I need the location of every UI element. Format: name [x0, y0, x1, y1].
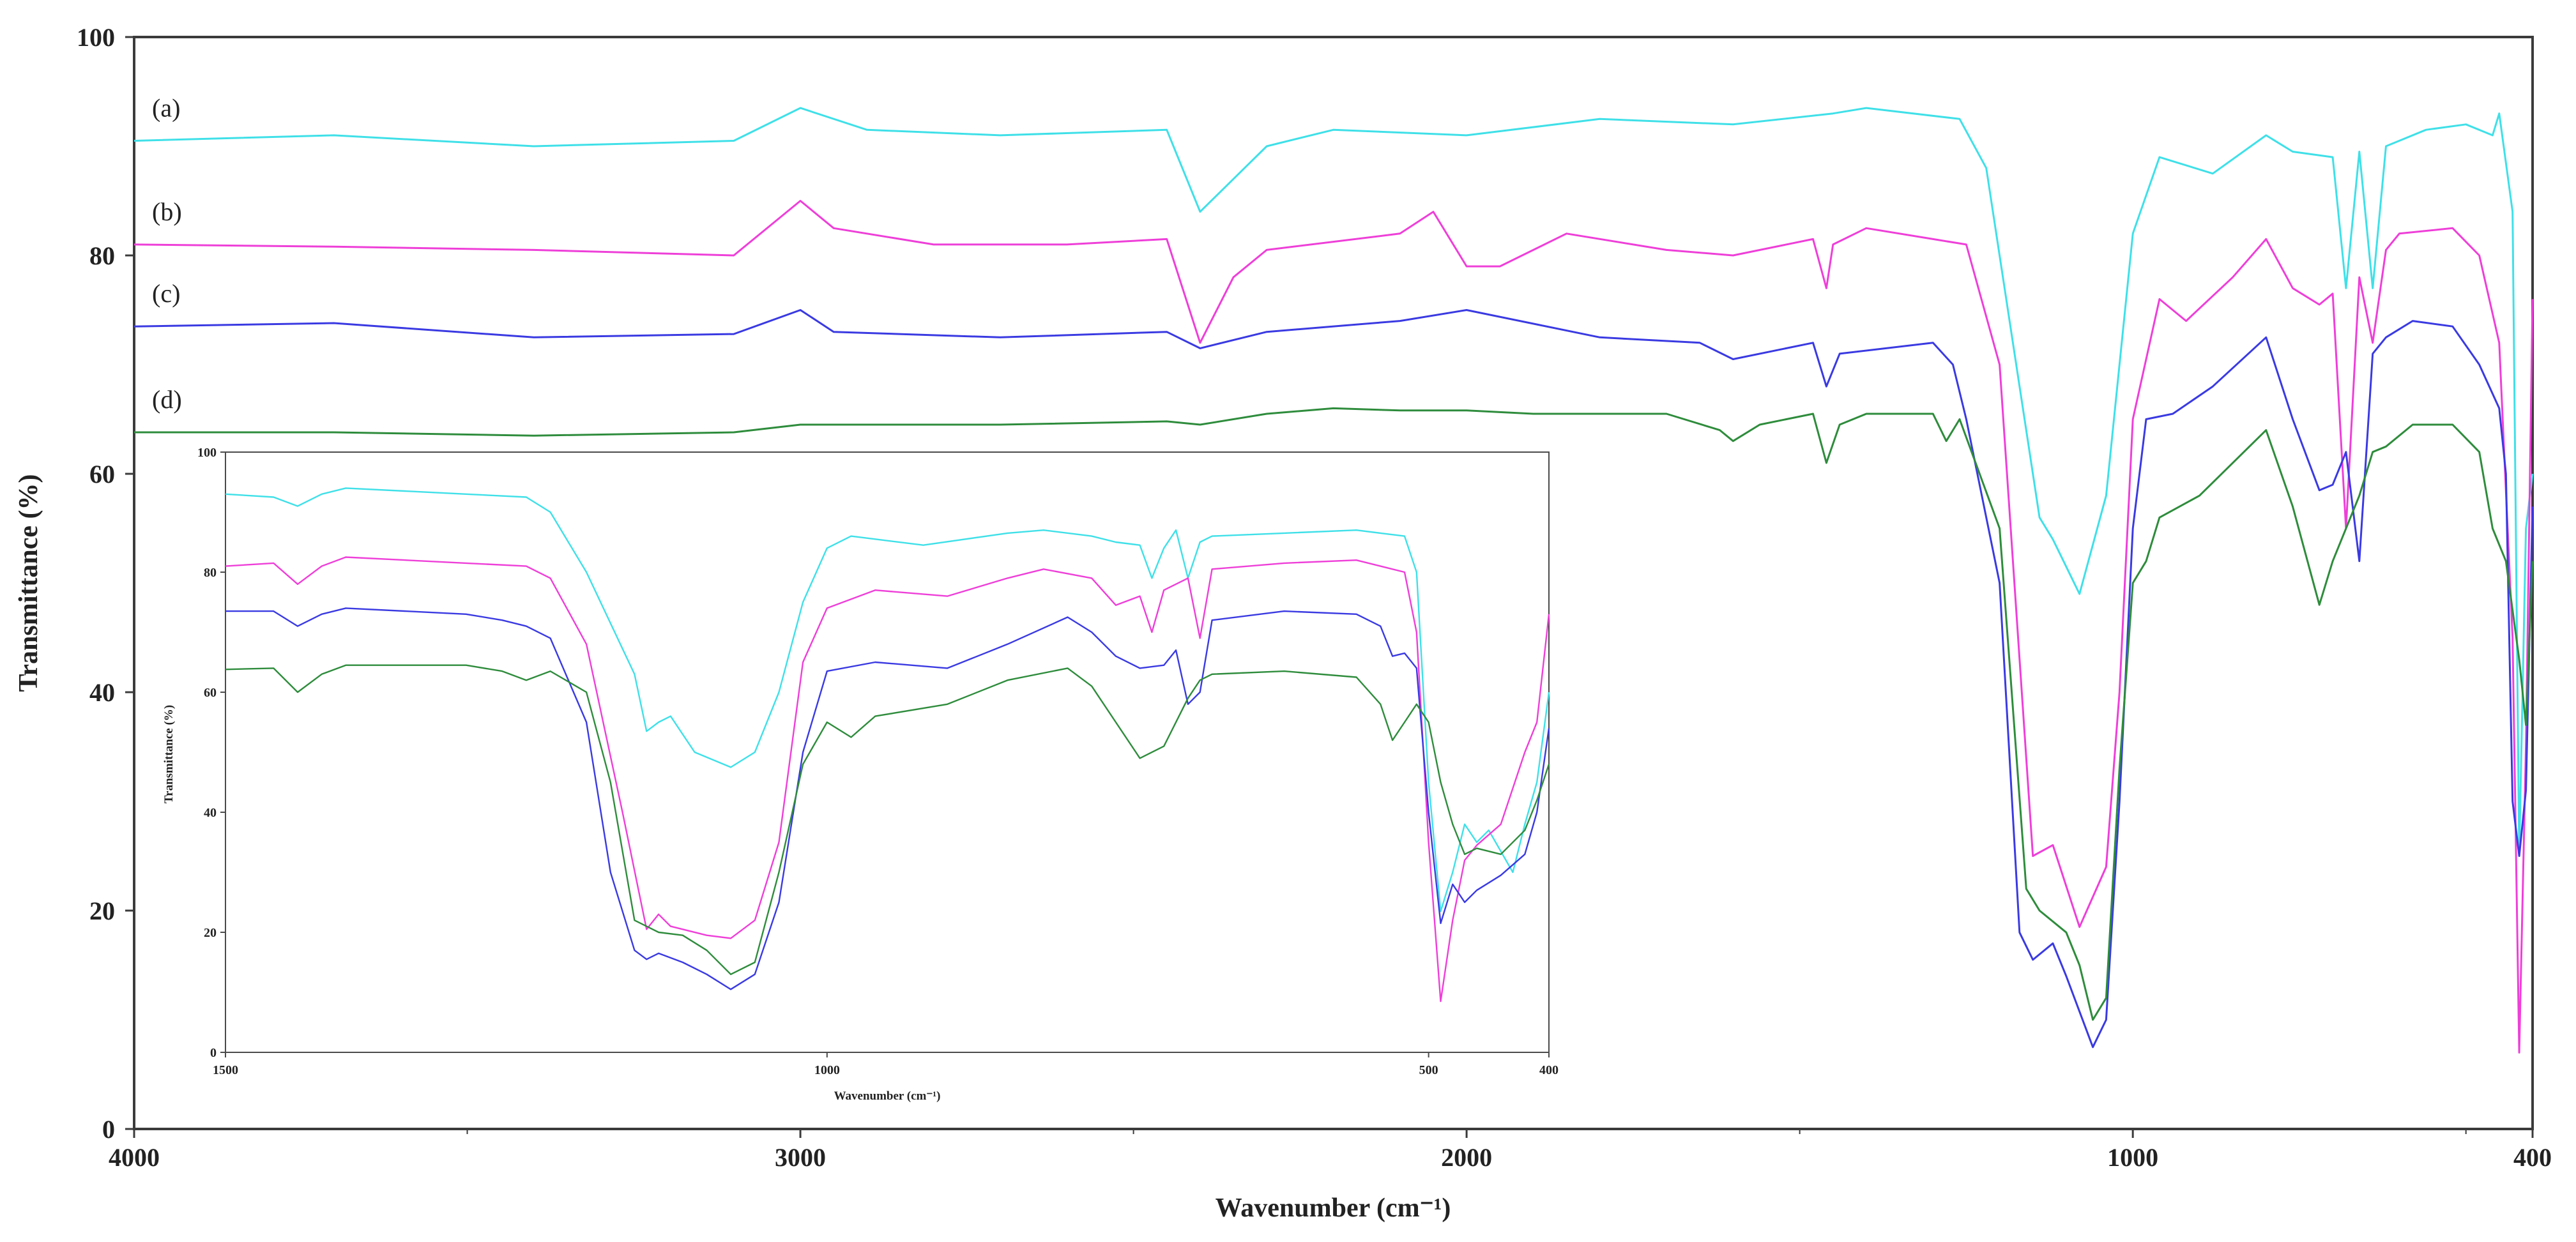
- inset-x-tick-label: 1500: [213, 1063, 238, 1077]
- inset-series-line-d: [225, 664, 1550, 975]
- inset-y-tick-label: 100: [197, 446, 217, 460]
- inset-y-tick-label: 60: [204, 686, 217, 700]
- inset-x-tick-label: 1000: [814, 1063, 840, 1077]
- main-series-line-b: [133, 200, 2534, 1054]
- inset-x-tick-label: 500: [1419, 1063, 1438, 1077]
- inset-plot-area: [225, 451, 1550, 1053]
- main-series-label-c: (c): [152, 279, 180, 308]
- inset-y-tick-label: 40: [204, 806, 217, 820]
- main-series-label-d: (d): [152, 385, 182, 414]
- main-y-tick-label: 20: [89, 897, 115, 925]
- inset-x-tick-label: 400: [1539, 1063, 1559, 1077]
- main-series-label-b: (b): [152, 197, 182, 226]
- main-y-tick-label: 40: [89, 678, 115, 707]
- inset-y-tick-label: 0: [210, 1046, 217, 1060]
- inset-plot: 1500 1000 500 400 0 20 40 60 80 100 Transmittance…: [162, 446, 1559, 1103]
- inset-axes: 1500 1000 500 400 0 20 40 60 80 100: [197, 446, 1559, 1077]
- main-y-tick-label: 0: [102, 1115, 115, 1144]
- inset-series-line-b: [225, 556, 1550, 1003]
- main-y-tick-label: 100: [77, 23, 115, 52]
- main-series-line-d: [134, 407, 2534, 1021]
- main-y-tick-label: 60: [89, 460, 115, 488]
- main-series-line-a: [133, 107, 2534, 857]
- inset-series-group: [225, 487, 1550, 1003]
- inset-series-line-a: [225, 487, 1550, 913]
- main-series-line-c: [133, 309, 2534, 1049]
- main-x-tick-label: 1000: [2107, 1143, 2158, 1172]
- inset-y-tick-label: 20: [204, 926, 217, 940]
- main-series-label-a: (a): [152, 93, 180, 122]
- main-x-tick-label: 4000: [109, 1143, 160, 1172]
- main-series-group: (a) (b) (c) (d): [133, 93, 2534, 1054]
- inset-y-tick-label: 80: [204, 566, 217, 580]
- inset-series-line-c: [225, 607, 1550, 990]
- main-y-axis-title: Transmittance (%): [14, 474, 43, 692]
- main-y-tick-label: 80: [89, 241, 115, 270]
- main-x-tick-label: 2000: [1441, 1143, 1492, 1172]
- inset-y-axis-title: Transmittance (%): [162, 705, 176, 803]
- main-x-axis-title: Wavenumber (cm⁻¹): [1216, 1193, 1451, 1223]
- main-x-tick-label: 400: [2513, 1143, 2552, 1172]
- inset-x-axis-title: Wavenumber (cm⁻¹): [834, 1089, 941, 1103]
- main-x-tick-label: 3000: [775, 1143, 826, 1172]
